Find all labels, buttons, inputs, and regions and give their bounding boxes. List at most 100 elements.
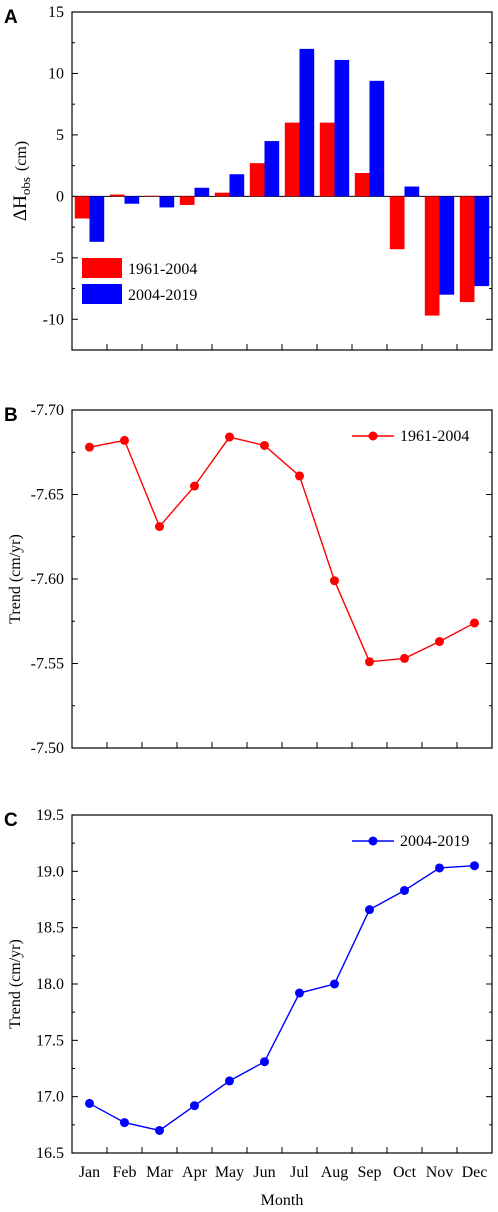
x-tick-label-aug: Aug bbox=[321, 1164, 349, 1181]
y-tick-label: 15 bbox=[48, 4, 64, 21]
y-tick-label: 17.0 bbox=[36, 1089, 64, 1106]
x-tick-label-nov: Nov bbox=[426, 1164, 454, 1181]
y-tick-label: 18.5 bbox=[36, 920, 64, 937]
point-2004-2019-Nov bbox=[435, 863, 444, 873]
bar-2004-2019-Apr bbox=[194, 187, 210, 197]
y-axis-label: Trend (cm/yr) bbox=[7, 534, 24, 624]
bar-2004-2019-Sep bbox=[369, 80, 385, 197]
point-1961-2004-Oct bbox=[400, 653, 409, 663]
point-2004-2019-Jul bbox=[295, 988, 304, 998]
point-1961-2004-Sep bbox=[365, 657, 374, 667]
y-tick-label: 18.0 bbox=[36, 976, 64, 993]
series-line-1961-2004 bbox=[89, 436, 475, 663]
panel-c: C 16.5 17.0 17.5 18.0 18.5 19.0 19.5 Trend (cm/y… bbox=[4, 807, 493, 1209]
bar-2004-2019-Jun bbox=[264, 141, 280, 197]
x-tick-label-feb: Feb bbox=[113, 1164, 137, 1181]
y-tick-label: -7.55 bbox=[31, 656, 64, 673]
y-tick-label: 19.5 bbox=[36, 807, 64, 824]
y-tick-label: -7.70 bbox=[31, 402, 64, 419]
point-1961-2004-Mar bbox=[155, 522, 164, 532]
panel-letter-c: C bbox=[4, 810, 18, 831]
bar-1961-2004-Nov bbox=[424, 196, 440, 316]
bar-1961-2004-Dec bbox=[459, 196, 475, 303]
point-2004-2019-Feb bbox=[120, 1118, 129, 1128]
bar-1961-2004-Mar bbox=[144, 195, 160, 197]
y-tick-label: -10 bbox=[43, 311, 64, 328]
y-tick-label: -7.65 bbox=[31, 487, 64, 504]
bar-2004-2019-Nov bbox=[439, 196, 455, 295]
point-1961-2004-Apr bbox=[190, 481, 199, 491]
point-2004-2019-Mar bbox=[155, 1125, 164, 1135]
bar-2004-2019-May bbox=[229, 174, 245, 197]
point-2004-2019-Dec bbox=[470, 861, 479, 871]
point-1961-2004-Aug bbox=[330, 576, 339, 586]
bar-1961-2004-Jun bbox=[249, 163, 265, 197]
point-2004-2019-Jun bbox=[260, 1057, 269, 1067]
x-tick-label-dec: Dec bbox=[462, 1164, 488, 1181]
point-2004-2019-Sep bbox=[365, 905, 374, 915]
x-tick-label-sep: Sep bbox=[358, 1164, 382, 1181]
bar-2004-2019-Aug bbox=[334, 59, 350, 197]
bar-2004-2019-Jul bbox=[299, 48, 315, 197]
point-1961-2004-Dec bbox=[470, 618, 479, 628]
point-2004-2019-Oct bbox=[400, 885, 409, 895]
point-1961-2004-Jul bbox=[295, 471, 304, 481]
panel-a: A -10 -5 0 5 10 15 ΔHobs(cm) 1961-2004 2004-2019 bbox=[4, 4, 493, 351]
x-tick-label-mar: Mar bbox=[146, 1164, 173, 1181]
point-1961-2004-Nov bbox=[435, 637, 444, 647]
bar-2004-2019-Dec bbox=[474, 196, 490, 287]
series-line-2004-2019 bbox=[89, 865, 475, 1132]
bar-1961-2004-May bbox=[214, 192, 230, 197]
bar-1961-2004-Aug bbox=[319, 122, 335, 197]
bar-1961-2004-Jan bbox=[74, 196, 90, 219]
point-2004-2019-Apr bbox=[190, 1101, 199, 1111]
legend-marker bbox=[368, 431, 378, 441]
bar-2004-2019-Jan bbox=[89, 196, 105, 242]
panel-letter-a: A bbox=[4, 7, 18, 28]
bar-1961-2004-Feb bbox=[109, 194, 125, 197]
x-axis-label: Month bbox=[261, 1192, 304, 1209]
legend-label: 2004-2019 bbox=[400, 833, 469, 850]
legend-label: 1961-2004 bbox=[400, 428, 469, 445]
point-1961-2004-Jun bbox=[260, 440, 269, 450]
y-tick-label: 10 bbox=[48, 65, 64, 82]
legend-label: 1961-2004 bbox=[128, 261, 197, 278]
y-tick-label: 19.0 bbox=[36, 863, 64, 880]
y-tick-label: -5 bbox=[51, 250, 64, 267]
panel-letter-b: B bbox=[4, 405, 18, 426]
y-tick-label: 0 bbox=[56, 188, 64, 205]
point-2004-2019-May bbox=[225, 1076, 234, 1086]
point-1961-2004-May bbox=[225, 432, 234, 442]
point-2004-2019-Aug bbox=[330, 979, 339, 989]
legend-swatch bbox=[82, 258, 122, 278]
y-tick-label: 17.5 bbox=[36, 1032, 64, 1049]
y-tick-label: 5 bbox=[56, 127, 64, 144]
y-axis-label: ΔHobs(cm) bbox=[10, 141, 33, 221]
legend-marker bbox=[368, 836, 378, 846]
x-tick-label-oct: Oct bbox=[393, 1164, 417, 1181]
point-2004-2019-Jan bbox=[85, 1098, 94, 1108]
bar-2004-2019-Feb bbox=[124, 196, 140, 204]
y-axis-label: Trend (cm/yr) bbox=[7, 939, 24, 1029]
bar-1961-2004-Apr bbox=[179, 196, 195, 205]
x-tick-label-jan: Jan bbox=[79, 1164, 100, 1181]
x-tick-label-jul: Jul bbox=[290, 1164, 309, 1181]
y-tick-label: -7.60 bbox=[31, 571, 64, 588]
bar-1961-2004-Jul bbox=[284, 122, 300, 197]
panel-b: B -7.70 -7.65 -7.60 -7.55 -7.50 Trend (cm/yr) 1… bbox=[4, 402, 493, 757]
legend-swatch bbox=[82, 284, 122, 304]
bar-2004-2019-Mar bbox=[159, 196, 175, 208]
bar-1961-2004-Oct bbox=[389, 196, 405, 250]
bar-2004-2019-Oct bbox=[404, 186, 420, 197]
y-tick-label: 16.5 bbox=[36, 1145, 64, 1162]
bar-1961-2004-Sep bbox=[354, 173, 370, 197]
point-1961-2004-Jan bbox=[85, 442, 94, 452]
x-tick-label-apr: Apr bbox=[182, 1164, 208, 1181]
point-1961-2004-Feb bbox=[120, 435, 129, 445]
x-tick-label-may: May bbox=[215, 1164, 244, 1181]
plot-frame bbox=[71, 814, 493, 1154]
y-tick-label: -7.50 bbox=[31, 740, 64, 757]
x-tick-label-jun: Jun bbox=[253, 1164, 275, 1181]
legend-label: 2004-2019 bbox=[128, 287, 197, 304]
